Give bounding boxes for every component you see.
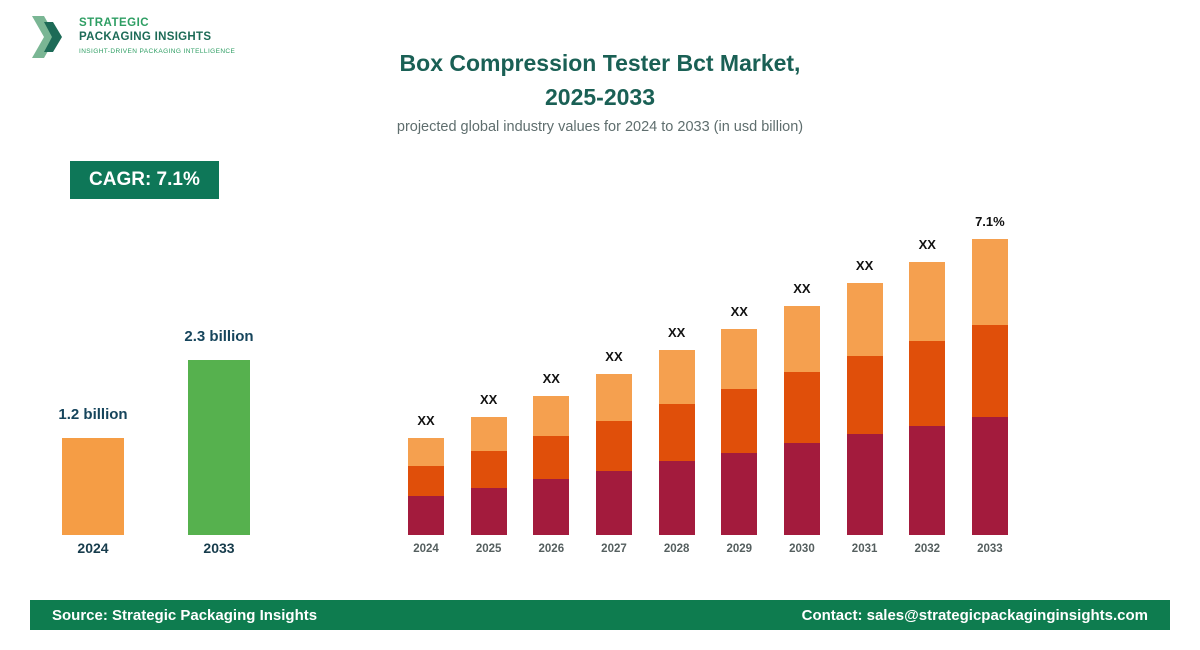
market-bar-segment-top [783, 306, 820, 372]
summary-bar-rect [188, 360, 250, 535]
market-bar-segment-top [533, 396, 570, 436]
summary-bar-year: 2033 [203, 540, 235, 556]
market-bar-segment-bottom [658, 461, 695, 535]
market-bar-label: XX [918, 237, 936, 252]
page-subtitle: projected global industry values for 202… [396, 119, 804, 135]
brand-logo: STRATEGIC PACKAGING INSIGHTS INSIGHT-DRI… [32, 14, 235, 60]
market-bar-segment-middle [408, 466, 444, 496]
market-bar-segment-top [721, 329, 758, 389]
logo-tagline: INSIGHT-DRIVEN PACKAGING INTELLIGENCE [79, 48, 236, 55]
market-bar-year: 2032 [914, 543, 941, 555]
market-bar-segment-top [846, 283, 883, 356]
market-bar-segment-top [470, 417, 507, 451]
market-bar-label: XX [793, 281, 811, 296]
market-bar-segment-middle [595, 421, 632, 471]
logo-line2: PACKAGING INSIGHTS [79, 31, 212, 43]
summary-bar-year: 2024 [77, 540, 109, 556]
footer-contact: Contact: sales@strategicpackaginginsight… [801, 606, 1148, 624]
market-bar-segment-middle [658, 404, 695, 461]
logo-text: STRATEGIC PACKAGING INSIGHTS INSIGHT-DRI… [79, 14, 235, 55]
market-bar-label: XX [542, 371, 560, 386]
logo-chevrons-icon [32, 14, 70, 60]
market-bar-year: 2026 [538, 543, 565, 555]
market-bar-2030: XX 2030 [783, 192, 820, 560]
market-bar-2033: 7.1% 2033 [971, 192, 1008, 560]
market-bar-segment-middle [470, 451, 507, 488]
market-bar-segment-top [658, 350, 695, 404]
market-bar-segment-bottom [595, 471, 632, 535]
market-bar-year: 2029 [726, 543, 753, 555]
chevron-dark [44, 22, 62, 52]
market-bar-year: 2025 [475, 543, 502, 555]
market-bar-segment-bottom [721, 453, 758, 535]
market-bar-label: XX [605, 349, 623, 364]
market-bar-year: 2024 [413, 543, 439, 555]
market-bar-label: XX [479, 392, 498, 407]
market-bar-segment-middle [846, 356, 883, 434]
market-bar-segment-middle [909, 341, 946, 426]
market-bar-2025: XX 2025 [470, 192, 507, 560]
market-bar-label: XX [417, 413, 435, 428]
logo-line1: STRATEGIC [79, 17, 150, 29]
market-bar-segment-top [408, 438, 444, 466]
market-bar-2031: XX 2031 [846, 192, 883, 560]
market-bar-segment-middle [971, 325, 1008, 417]
market-bar-label: XX [730, 304, 748, 319]
market-bar-2029: XX 2029 [721, 192, 758, 560]
summary-bar-value: 1.2 billion [58, 406, 128, 423]
summary-bar-2033: 2.3 billion 2033 [184, 318, 253, 560]
market-bar-segment-bottom [408, 496, 444, 535]
market-bar-2026: XX 2026 [533, 192, 570, 560]
market-bar-2032: XX 2032 [909, 192, 946, 560]
page-title-line1: Box Compression Tester Bct Market, [399, 50, 801, 76]
market-bar-segment-top [971, 239, 1008, 325]
page-title-line2: 2025-2033 [545, 84, 655, 110]
cagr-badge: CAGR: 7.1% [70, 161, 219, 199]
market-bar-segment-bottom [909, 426, 946, 535]
market-bar-segment-bottom [783, 443, 820, 535]
market-bar-2028: XX 2028 [658, 192, 695, 560]
market-bar-segment-top [595, 374, 632, 421]
market-bar-year: 2027 [601, 543, 627, 555]
summary-bar-2024: 1.2 billion 2024 [58, 318, 127, 560]
summary-chart: 1.2 billion 2024 2.3 billion 2033 [58, 318, 253, 560]
market-bar-year: 2028 [663, 543, 690, 555]
market-bar-segment-bottom [470, 488, 507, 535]
header: Box Compression Tester Bct Market, 2025-… [240, 46, 960, 135]
footer-source: Source: Strategic Packaging Insights [52, 606, 318, 624]
market-bar-2027: XX 2027 [595, 192, 632, 560]
summary-bar-value: 2.3 billion [184, 328, 254, 345]
market-bar-segment-middle [721, 389, 758, 453]
summary-bar-rect [62, 438, 124, 535]
market-bar-segment-top [909, 262, 946, 341]
market-bar-2024: XX 2024 [408, 192, 444, 560]
market-bar-year: 2033 [977, 543, 1003, 555]
market-bar-segment-middle [533, 436, 570, 479]
market-chart: XX 2024 XX 2025 XX 2026 XX 2027 XX 2028 XX 2029 XX 20… [408, 192, 1008, 560]
market-bar-label: 7.1% [975, 214, 1005, 229]
market-bar-segment-bottom [533, 479, 570, 535]
footer-bar: Source: Strategic Packaging Insights Con… [30, 600, 1170, 630]
market-bar-label: XX [667, 325, 686, 340]
market-bar-segment-bottom [971, 417, 1008, 535]
market-bar-label: XX [855, 258, 874, 273]
market-bar-segment-middle [783, 372, 820, 443]
market-bar-segment-bottom [846, 434, 883, 535]
market-bar-year: 2031 [851, 543, 878, 555]
market-bar-year: 2030 [789, 543, 815, 555]
